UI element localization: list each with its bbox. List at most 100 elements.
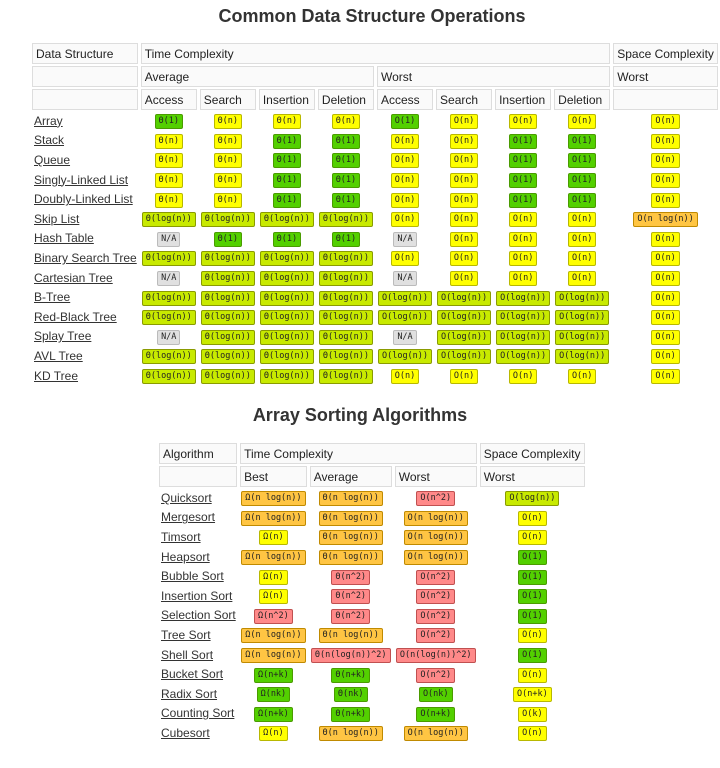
- complexity-cell: O(n): [377, 190, 433, 208]
- complexity-cell: Θ(log(n)): [318, 347, 374, 365]
- row-name-link[interactable]: Counting Sort: [161, 706, 235, 721]
- complexity-badge: O(n): [508, 212, 538, 228]
- row-name-link[interactable]: AVL Tree: [34, 348, 83, 363]
- row-name-link[interactable]: Cubesort: [161, 725, 210, 740]
- complexity-cell: O(n): [436, 230, 492, 248]
- complexity-badge: O(n): [390, 133, 420, 149]
- complexity-badge: Θ(n log(n)): [318, 550, 383, 566]
- complexity-badge: O(n): [651, 173, 680, 189]
- row-name-link[interactable]: Bubble Sort: [161, 569, 224, 584]
- complexity-badge: Ω(n log(n)): [241, 510, 306, 526]
- complexity-badge: Ω(n log(n)): [241, 628, 306, 644]
- row-name-link[interactable]: Hash Table: [34, 231, 94, 246]
- complexity-badge: O(n): [651, 114, 680, 130]
- complexity-cell: Ω(n log(n)): [240, 646, 307, 664]
- row-name-link[interactable]: Quicksort: [161, 490, 212, 505]
- complexity-cell: O(n): [480, 724, 585, 742]
- header-blank: [32, 89, 138, 110]
- complexity-cell: O(n+k): [480, 685, 585, 703]
- complexity-badge: Θ(log(n)): [259, 369, 314, 385]
- complexity-badge: O(1): [567, 153, 597, 169]
- complexity-cell: Θ(log(n)): [200, 347, 256, 365]
- row-name-link[interactable]: Timsort: [161, 529, 201, 544]
- row-name-cell: Splay Tree: [32, 328, 138, 346]
- complexity-cell: O(log(n)): [377, 308, 433, 326]
- sorting-body: Quicksort Ω(n log(n)) Θ(n log(n)) O(n^2) O(l…: [159, 489, 585, 742]
- row-name-link[interactable]: Stack: [34, 133, 65, 148]
- row-name-link[interactable]: Cartesian Tree: [34, 270, 113, 285]
- row-name-link[interactable]: Queue: [34, 152, 71, 167]
- complexity-cell: Θ(n^2): [310, 567, 392, 585]
- complexity-cell: O(log(n)): [495, 308, 551, 326]
- complexity-cell: Θ(n+k): [310, 665, 392, 683]
- complexity-badge: Ω(n+k): [254, 706, 293, 722]
- row-name-cell: Quicksort: [159, 489, 237, 507]
- header-op: Deletion: [554, 89, 611, 110]
- table-row: Cubesort Ω(n) Θ(n log(n)) O(n log(n)) O(n): [159, 724, 585, 742]
- row-name-link[interactable]: Tree Sort: [161, 627, 211, 642]
- row-name-link[interactable]: Skip List: [34, 211, 80, 226]
- complexity-cell: Ω(n): [240, 567, 307, 585]
- row-name-link[interactable]: Radix Sort: [161, 686, 218, 701]
- table-row: Skip List Θ(log(n)) Θ(log(n)) Θ(log(n)) Θ(lo…: [32, 210, 718, 228]
- complexity-cell: O(nk): [395, 685, 477, 703]
- complexity-badge: O(n): [508, 271, 538, 287]
- complexity-cell: O(n): [613, 288, 718, 306]
- row-name-link[interactable]: Selection Sort: [161, 608, 236, 623]
- row-name-link[interactable]: Mergesort: [161, 510, 216, 525]
- complexity-badge: Θ(n): [154, 133, 183, 149]
- complexity-cell: Ω(n log(n)): [240, 509, 307, 527]
- row-name-link[interactable]: B-Tree: [34, 290, 71, 305]
- complexity-cell: O(n): [554, 269, 610, 287]
- complexity-cell: O(n): [495, 112, 551, 130]
- complexity-badge: O(n): [651, 329, 680, 345]
- sorting-table: Algorithm Time Complexity Space Complexi…: [156, 441, 588, 744]
- complexity-badge: O(n(log(n))^2): [395, 648, 476, 664]
- row-name-cell: Binary Search Tree: [32, 249, 138, 267]
- complexity-badge: Θ(n): [154, 173, 183, 189]
- row-name-link[interactable]: Doubly-Linked List: [34, 192, 133, 207]
- complexity-badge: O(n log(n)): [633, 212, 698, 228]
- complexity-badge: O(1): [508, 153, 538, 169]
- complexity-cell: O(n^2): [395, 489, 477, 507]
- row-name-link[interactable]: Bucket Sort: [161, 667, 224, 682]
- complexity-cell: O(n^2): [395, 665, 477, 683]
- complexity-cell: O(n^2): [395, 626, 477, 644]
- complexity-cell: O(1): [495, 171, 551, 189]
- complexity-badge: N/A: [157, 271, 181, 287]
- complexity-badge: O(n): [651, 290, 680, 306]
- row-name-link[interactable]: Red-Black Tree: [34, 309, 117, 324]
- complexity-cell: O(n): [377, 151, 433, 169]
- row-name-link[interactable]: Singly-Linked List: [34, 172, 129, 187]
- row-name-link[interactable]: Splay Tree: [34, 329, 92, 344]
- row-name-cell: Shell Sort: [159, 646, 237, 664]
- row-name-link[interactable]: Heapsort: [161, 549, 210, 564]
- complexity-cell: O(1): [554, 132, 610, 150]
- complexity-badge: Θ(log(n)): [259, 271, 314, 287]
- row-name-link[interactable]: Binary Search Tree: [34, 250, 137, 265]
- complexity-cell: O(n): [613, 269, 718, 287]
- header-op: Insertion: [258, 89, 315, 110]
- table-row: Splay Tree N/A Θ(log(n)) Θ(log(n)) Θ(log(n))…: [32, 328, 718, 346]
- row-name-link[interactable]: Insertion Sort: [161, 588, 233, 603]
- complexity-badge: O(1): [508, 192, 538, 208]
- table-row: Radix Sort Ω(nk) Θ(nk) O(nk) O(n+k): [159, 685, 585, 703]
- complexity-badge: O(n log(n)): [403, 550, 468, 566]
- row-name-link[interactable]: KD Tree: [34, 368, 79, 383]
- complexity-badge: O(n): [651, 251, 680, 267]
- complexity-cell: Ω(n): [240, 587, 307, 605]
- complexity-badge: Θ(log(n)): [141, 212, 196, 228]
- row-name-link[interactable]: Shell Sort: [161, 647, 214, 662]
- complexity-cell: O(n): [613, 328, 718, 346]
- table-row: Cartesian Tree N/A Θ(log(n)) Θ(log(n)) Θ(log…: [32, 269, 718, 287]
- complexity-cell: O(1): [377, 112, 433, 130]
- table-row: Singly-Linked List Θ(n) Θ(n) Θ(1) Θ(1) O(n) O(…: [32, 171, 718, 189]
- complexity-badge: Θ(n): [213, 114, 243, 130]
- header-op: Search: [436, 89, 493, 110]
- row-name-link[interactable]: Array: [34, 113, 63, 128]
- complexity-cell: Θ(n log(n)): [310, 626, 392, 644]
- complexity-badge: Θ(n): [272, 114, 302, 130]
- complexity-cell: Θ(n): [200, 171, 256, 189]
- table-row: Bubble Sort Ω(n) Θ(n^2) O(n^2) O(1): [159, 567, 585, 585]
- header-average: Average: [140, 66, 374, 87]
